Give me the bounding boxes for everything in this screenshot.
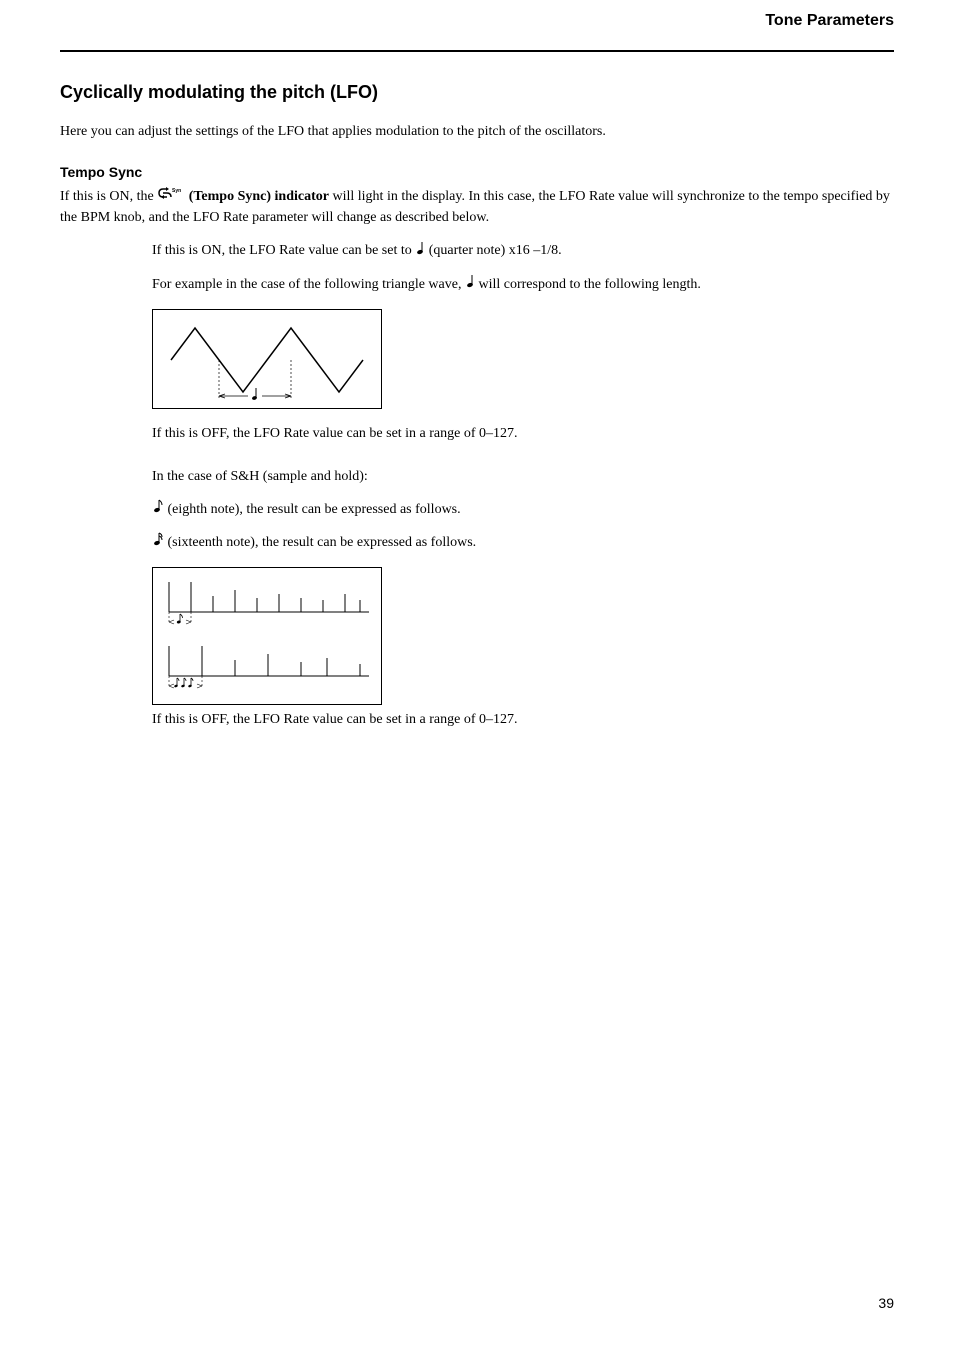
quarter-note-icon bbox=[415, 241, 425, 262]
waveform-desc2: will correspond to the following length. bbox=[478, 277, 700, 292]
waveform-intro: For example in the case of the following… bbox=[152, 274, 894, 295]
rate-off-desc-2: If this is OFF, the LFO Rate value can b… bbox=[152, 709, 894, 730]
tempo-sync-icon-label: (Tempo Sync) indicator bbox=[189, 189, 329, 204]
sixteenth-note-icon bbox=[152, 532, 164, 553]
param-heading-tempo-sync: Tempo Sync bbox=[60, 164, 894, 180]
sixteenth-note-text: (sixteenth note), the result can be expr… bbox=[168, 535, 477, 550]
header-section-label: Tone Parameters bbox=[60, 12, 894, 30]
sixteenth-note-line: (sixteenth note), the result can be expr… bbox=[152, 532, 894, 553]
eighth-note-line: (eighth note), the result can be express… bbox=[152, 499, 894, 520]
page-number: 39 bbox=[878, 1295, 894, 1311]
repeat-sync-icon: Sync bbox=[157, 186, 181, 207]
rate-on-desc: If this is ON, the LFO Rate value can be… bbox=[152, 240, 894, 261]
lfo-intro: Here you can adjust the settings of the … bbox=[60, 121, 894, 142]
triangle-wave-diagram bbox=[152, 309, 382, 409]
section-heading-lfo: Cyclically modulating the pitch (LFO) bbox=[60, 82, 894, 103]
rate-on-text2: (quarter note) x16 –1/8. bbox=[429, 243, 562, 258]
eighth-note-icon bbox=[152, 499, 164, 520]
waveform-intro-text: For example in the case of the following… bbox=[152, 277, 461, 292]
tempo-sync-text-2: will light in the display. In this case,… bbox=[60, 189, 890, 225]
quarter-note-icon-2 bbox=[465, 274, 475, 295]
rate-on-text: If this is ON, the LFO Rate value can be… bbox=[152, 243, 415, 258]
header-rule bbox=[60, 50, 894, 52]
sh-intro: In the case of S&H (sample and hold): bbox=[152, 466, 894, 487]
svg-text:Sync: Sync bbox=[172, 188, 181, 194]
sample-hold-diagram bbox=[152, 567, 382, 705]
rate-off-desc: If this is OFF, the LFO Rate value can b… bbox=[152, 423, 894, 444]
tempo-sync-on-desc: If this is ON, the Sync (Tempo Sync) ind… bbox=[60, 186, 894, 228]
tempo-sync-text-1: If this is ON, the bbox=[60, 189, 157, 204]
eighth-note-text: (eighth note), the result can be express… bbox=[168, 502, 461, 517]
